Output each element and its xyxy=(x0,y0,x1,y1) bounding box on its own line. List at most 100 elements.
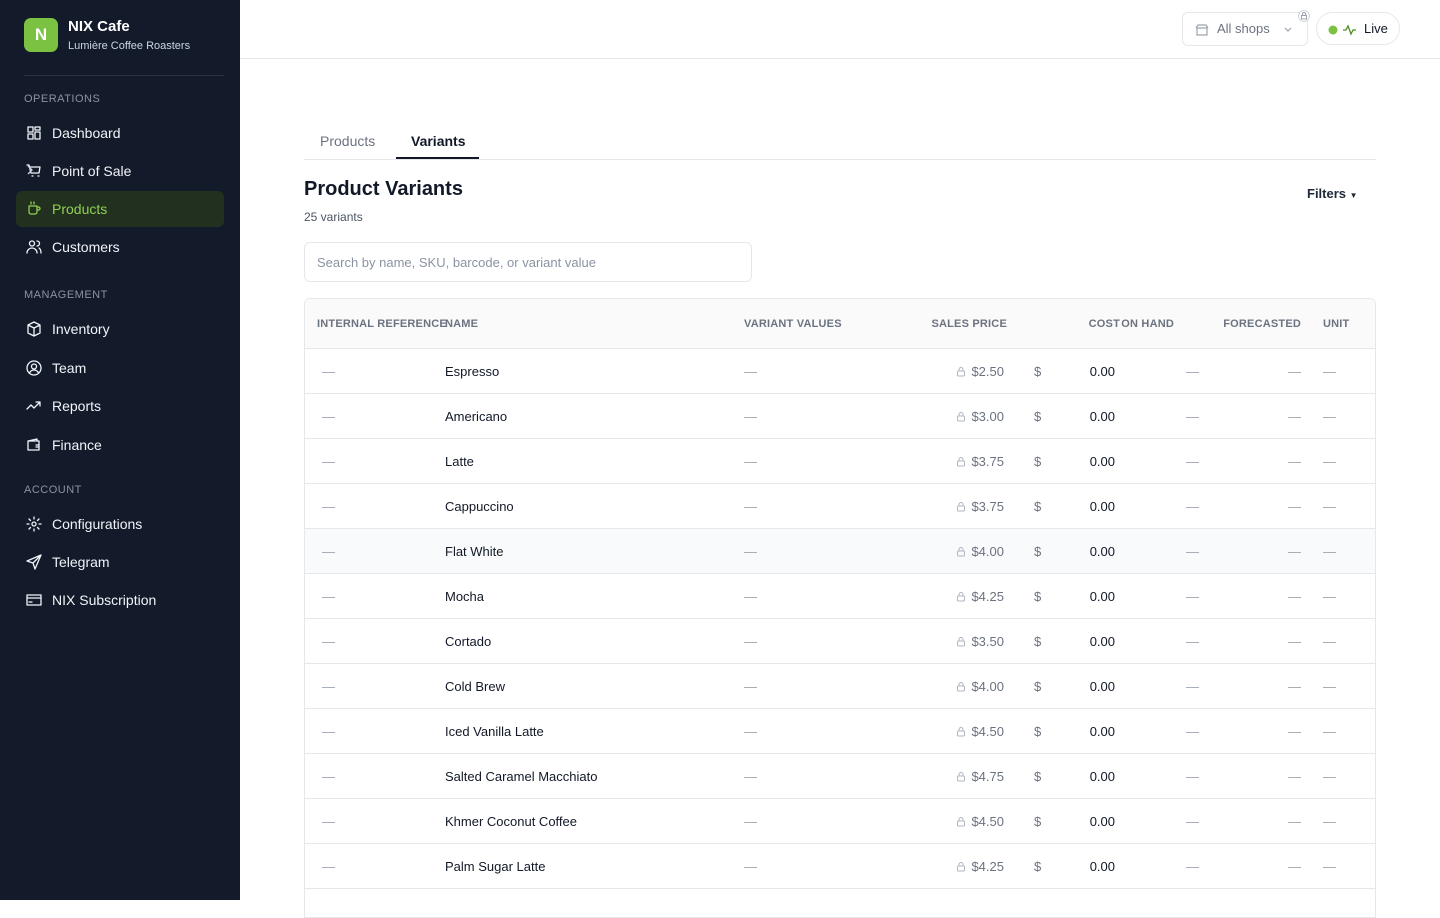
variant-count: 25 variants xyxy=(304,210,363,224)
name: Khmer Coconut Coffee xyxy=(445,814,577,829)
variant-values: — xyxy=(744,589,757,604)
unit: — xyxy=(1323,409,1336,424)
column-header: VARIANT VALUES xyxy=(744,317,842,330)
table-row[interactable]: — Cold Brew — $4.00 $0.00 — — — xyxy=(305,664,1375,709)
nav-label: Finance xyxy=(52,436,102,453)
lock-icon xyxy=(957,637,966,647)
nav-item[interactable]: Reports xyxy=(16,388,224,424)
nav-item[interactable]: Point of Sale xyxy=(16,153,224,189)
price-value: $4.50 xyxy=(971,724,1004,739)
name: Cappuccino xyxy=(445,499,514,514)
name: Iced Vanilla Latte xyxy=(445,724,544,739)
nav-item[interactable]: Team xyxy=(16,350,224,386)
on-hand: — xyxy=(1186,499,1199,514)
table-row[interactable]: — Salted Caramel Macchiato — $4.75 $0.00 — — — xyxy=(305,754,1375,799)
forecasted: — xyxy=(1288,769,1301,784)
sales-price: $3.75 xyxy=(956,454,1004,469)
sales-price: $4.00 xyxy=(956,544,1004,559)
table-row[interactable]: — Iced Vanilla Latte — $4.50 $0.00 — — — xyxy=(305,709,1375,754)
lock-icon xyxy=(957,772,966,782)
variant-values: — xyxy=(744,679,757,694)
unit: — xyxy=(1323,814,1336,829)
currency: $ xyxy=(1034,589,1042,604)
table-row[interactable]: — Cappuccino — $3.75 $0.00 — — — xyxy=(305,484,1375,529)
table-row[interactable]: — Khmer Coconut Coffee — $4.50 $0.00 — — — xyxy=(305,799,1375,844)
lock-icon xyxy=(957,682,966,692)
currency: $ xyxy=(1034,454,1042,469)
table-row[interactable]: — Palm Sugar Latte — $4.25 $0.00 — — — xyxy=(305,844,1375,889)
nav-icon xyxy=(26,594,42,606)
lock-icon xyxy=(957,367,966,377)
nav-item[interactable]: Products xyxy=(16,191,224,227)
section-title: ACCOUNT xyxy=(24,484,82,496)
price-value: $4.75 xyxy=(971,769,1004,784)
sales-price: $3.00 xyxy=(956,409,1004,424)
tab-indicator xyxy=(396,157,479,159)
ref: — xyxy=(322,769,335,784)
nav-label: Team xyxy=(52,359,87,376)
currency: $ xyxy=(1034,409,1042,424)
nav-icon xyxy=(28,201,41,215)
table-row[interactable]: — Flat White — $4.00 $0.00 — — — xyxy=(305,529,1375,574)
cost: 0.00 xyxy=(1089,724,1115,739)
ref: — xyxy=(322,679,335,694)
forecasted: — xyxy=(1288,814,1301,829)
variant-values: — xyxy=(744,769,757,784)
currency: $ xyxy=(1034,769,1042,784)
shop-selector[interactable]: All shops xyxy=(1182,10,1310,46)
lock-icon xyxy=(957,862,966,872)
ref: — xyxy=(322,589,335,604)
nav-icon xyxy=(26,516,42,532)
live-status[interactable]: Live xyxy=(1316,12,1400,45)
nav-label: Products xyxy=(52,201,108,217)
on-hand: — xyxy=(1186,679,1199,694)
brand-subtitle: Lumière Coffee Roasters xyxy=(68,40,191,52)
lock-icon xyxy=(957,592,966,602)
live-label: Live xyxy=(1364,21,1388,36)
ref: — xyxy=(322,634,335,649)
on-hand: — xyxy=(1186,409,1199,424)
unit: — xyxy=(1323,679,1336,694)
variant-values: — xyxy=(744,814,757,829)
chevron xyxy=(1284,27,1292,32)
table-row[interactable]: — Espresso — $2.50 $0.00 — — — xyxy=(305,349,1375,394)
variant-values: — xyxy=(744,544,757,559)
column-header: FORECASTED xyxy=(1223,317,1301,330)
cost: 0.00 xyxy=(1089,769,1115,784)
on-hand: — xyxy=(1186,814,1199,829)
name: Espresso xyxy=(445,364,500,379)
name: Mocha xyxy=(445,589,485,604)
logo: N xyxy=(24,18,58,52)
nav-item[interactable]: Dashboard xyxy=(16,115,224,151)
variant-values: — xyxy=(744,409,757,424)
nav-item[interactable]: Inventory xyxy=(16,311,224,347)
variant-values: — xyxy=(744,724,757,739)
filters-button[interactable]: Filters ▼ xyxy=(1307,186,1358,201)
nav-item[interactable]: NIX Subscription xyxy=(16,582,224,618)
table-row[interactable]: — Cortado — $3.50 $0.00 — — — xyxy=(305,619,1375,664)
tab[interactable]: Products xyxy=(320,133,376,149)
table-header: INTERNAL REFERENCE NAME VARIANT VALUES SALE… xyxy=(305,299,1375,349)
nav-item[interactable]: Customers xyxy=(16,229,224,265)
sales-price: $4.00 xyxy=(956,679,1004,694)
ref: — xyxy=(322,499,335,514)
table-row[interactable]: — Mocha — $4.25 $0.00 — — — xyxy=(305,574,1375,619)
table-row[interactable]: — Latte — $3.75 $0.00 — — — xyxy=(305,439,1375,484)
tab[interactable]: Variants xyxy=(411,133,466,149)
price-value: $3.00 xyxy=(971,409,1004,424)
sales-price: $2.50 xyxy=(956,364,1004,379)
cost: 0.00 xyxy=(1089,544,1115,559)
search-input[interactable]: Search by name, SKU, barcode, or variant… xyxy=(304,242,752,282)
nav-icon xyxy=(26,554,42,570)
nav-item[interactable]: Configurations xyxy=(16,506,224,542)
section-title: MANAGEMENT xyxy=(24,289,108,301)
lock-icon xyxy=(957,412,966,422)
unit: — xyxy=(1323,499,1336,514)
sales-price: $3.50 xyxy=(956,634,1004,649)
nav-item[interactable]: Finance xyxy=(16,427,224,463)
table-row[interactable]: — Americano — $3.00 $0.00 — — — xyxy=(305,394,1375,439)
forecasted: — xyxy=(1288,679,1301,694)
currency: $ xyxy=(1034,859,1042,874)
nav-item[interactable]: Telegram xyxy=(16,544,224,580)
variant-values: — xyxy=(744,364,757,379)
